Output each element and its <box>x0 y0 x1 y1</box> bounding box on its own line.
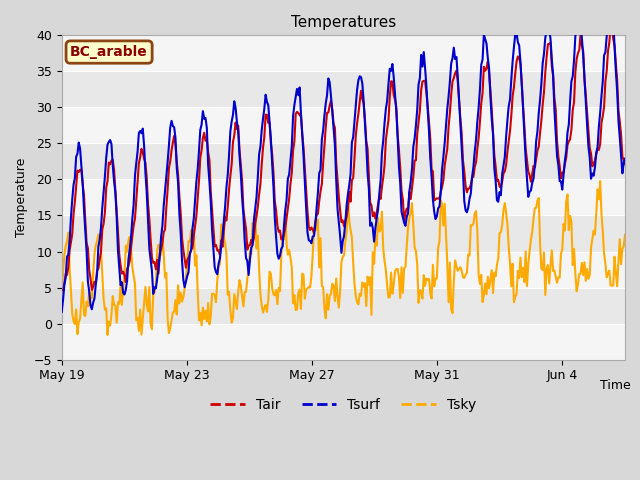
X-axis label: Time: Time <box>600 379 630 392</box>
Bar <box>62 252 625 288</box>
Bar <box>62 108 625 144</box>
Bar <box>62 36 625 72</box>
Title: Temperatures: Temperatures <box>291 15 396 30</box>
Bar <box>62 180 625 216</box>
Text: BC_arable: BC_arable <box>70 45 148 59</box>
Bar <box>62 324 625 360</box>
Y-axis label: Temperature: Temperature <box>15 158 28 237</box>
Legend: Tair, Tsurf, Tsky: Tair, Tsurf, Tsky <box>205 393 482 418</box>
